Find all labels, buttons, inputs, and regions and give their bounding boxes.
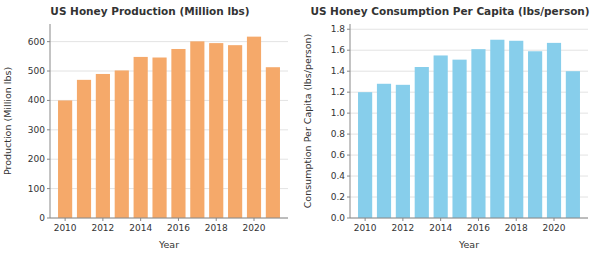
x-axis-line [50, 218, 288, 219]
x-tick [554, 218, 555, 221]
bar [452, 60, 466, 218]
y-tick [347, 50, 350, 51]
bars [358, 40, 580, 218]
bar [152, 58, 166, 218]
y-tick [347, 92, 350, 93]
x-tick [102, 218, 103, 221]
y-axis-line [350, 24, 351, 218]
y-tick [347, 218, 350, 219]
y-tick-label: 500 [28, 66, 45, 76]
x-axis-label: Year [158, 239, 179, 250]
y-tick [47, 159, 50, 160]
x-tick [140, 218, 141, 221]
x-tick [216, 218, 217, 221]
y-tick [47, 218, 50, 219]
x-tick-label: 2010 [354, 223, 377, 233]
x-tick-label: 2014 [129, 223, 152, 233]
bar [247, 37, 261, 218]
x-tick-label: 2018 [205, 223, 228, 233]
x-tick-label: 2012 [91, 223, 114, 233]
y-tick [47, 100, 50, 101]
y-tick-label: 100 [28, 184, 45, 194]
bar [96, 74, 110, 218]
x-tick [478, 218, 479, 221]
grid-line [350, 29, 588, 30]
bar [228, 45, 242, 218]
bar [190, 41, 204, 218]
grid-line [350, 218, 588, 219]
y-tick-label: 600 [28, 37, 45, 47]
y-axis-label: Production (Million lbs) [2, 67, 13, 175]
x-tick [440, 218, 441, 221]
y-tick-label: 0.6 [331, 150, 346, 160]
bar [509, 41, 523, 218]
y-tick-label: 0 [39, 213, 45, 223]
bar [528, 51, 542, 218]
bar [209, 43, 223, 218]
y-tick-label: 0.8 [331, 129, 346, 139]
y-tick [347, 176, 350, 177]
bar [171, 49, 185, 218]
bar [490, 40, 504, 218]
y-tick-label: 1.8 [331, 24, 346, 34]
bars [58, 37, 280, 218]
y-tick-label: 0.2 [331, 192, 345, 202]
y-tick [347, 71, 350, 72]
y-axis-label: Consumption Per Capita (lbs/person) [302, 34, 313, 209]
x-tick-label: 2020 [543, 223, 566, 233]
panel: 0.0 0.2 0.4 0.6 0.8 1.0 1.2 1.4 1.6 1.8 2010 2012 20… [302, 5, 590, 250]
bar [134, 57, 148, 218]
grid-line [50, 218, 288, 219]
y-tick [347, 113, 350, 114]
x-tick [365, 218, 366, 221]
bar [77, 80, 91, 218]
y-tick [47, 41, 50, 42]
x-tick-label: 2016 [467, 223, 490, 233]
x-tick-label: 2010 [54, 223, 77, 233]
chart-root: 0 100 200 300 400 500 600 2010 2012 2014 2016 2018 2… [0, 0, 600, 254]
x-tick-label: 2014 [429, 223, 452, 233]
x-axis-label: Year [458, 239, 479, 250]
panel: 0 100 200 300 400 500 600 2010 2012 2014 2016 2018 2… [2, 5, 288, 250]
bar [115, 70, 129, 218]
y-tick-label: 300 [28, 125, 45, 135]
bar [547, 43, 561, 218]
y-tick-label: 200 [28, 154, 45, 164]
y-tick-label: 1.2 [331, 87, 345, 97]
bar [396, 85, 410, 218]
y-tick [47, 188, 50, 189]
bar [415, 67, 429, 218]
y-tick-label: 0.0 [331, 213, 346, 223]
bar [358, 92, 372, 218]
x-tick [65, 218, 66, 221]
y-tick-label: 1.6 [331, 45, 346, 55]
x-tick [254, 218, 255, 221]
y-tick-label: 1.0 [331, 108, 346, 118]
x-tick [516, 218, 517, 221]
y-tick-label: 0.4 [331, 171, 346, 181]
bar [58, 100, 72, 218]
bar [566, 71, 580, 218]
x-axis-line [350, 218, 588, 219]
y-tick [347, 134, 350, 135]
y-tick [347, 29, 350, 30]
bar [434, 55, 448, 218]
y-tick [347, 197, 350, 198]
chart-title: US Honey Production (Million lbs) [50, 5, 249, 17]
y-tick-label: 1.4 [331, 66, 346, 76]
y-tick [47, 129, 50, 130]
x-tick [178, 218, 179, 221]
bar [471, 49, 485, 218]
x-tick-label: 2016 [167, 223, 190, 233]
y-tick [47, 71, 50, 72]
x-tick-label: 2018 [505, 223, 528, 233]
bar [377, 84, 391, 218]
x-tick-label: 2012 [391, 223, 414, 233]
x-tick [402, 218, 403, 221]
x-tick-label: 2020 [243, 223, 266, 233]
chart-title: US Honey Consumption Per Capita (lbs/per… [310, 5, 589, 17]
y-tick [347, 155, 350, 156]
bar [266, 67, 280, 218]
y-tick-label: 400 [28, 95, 45, 105]
